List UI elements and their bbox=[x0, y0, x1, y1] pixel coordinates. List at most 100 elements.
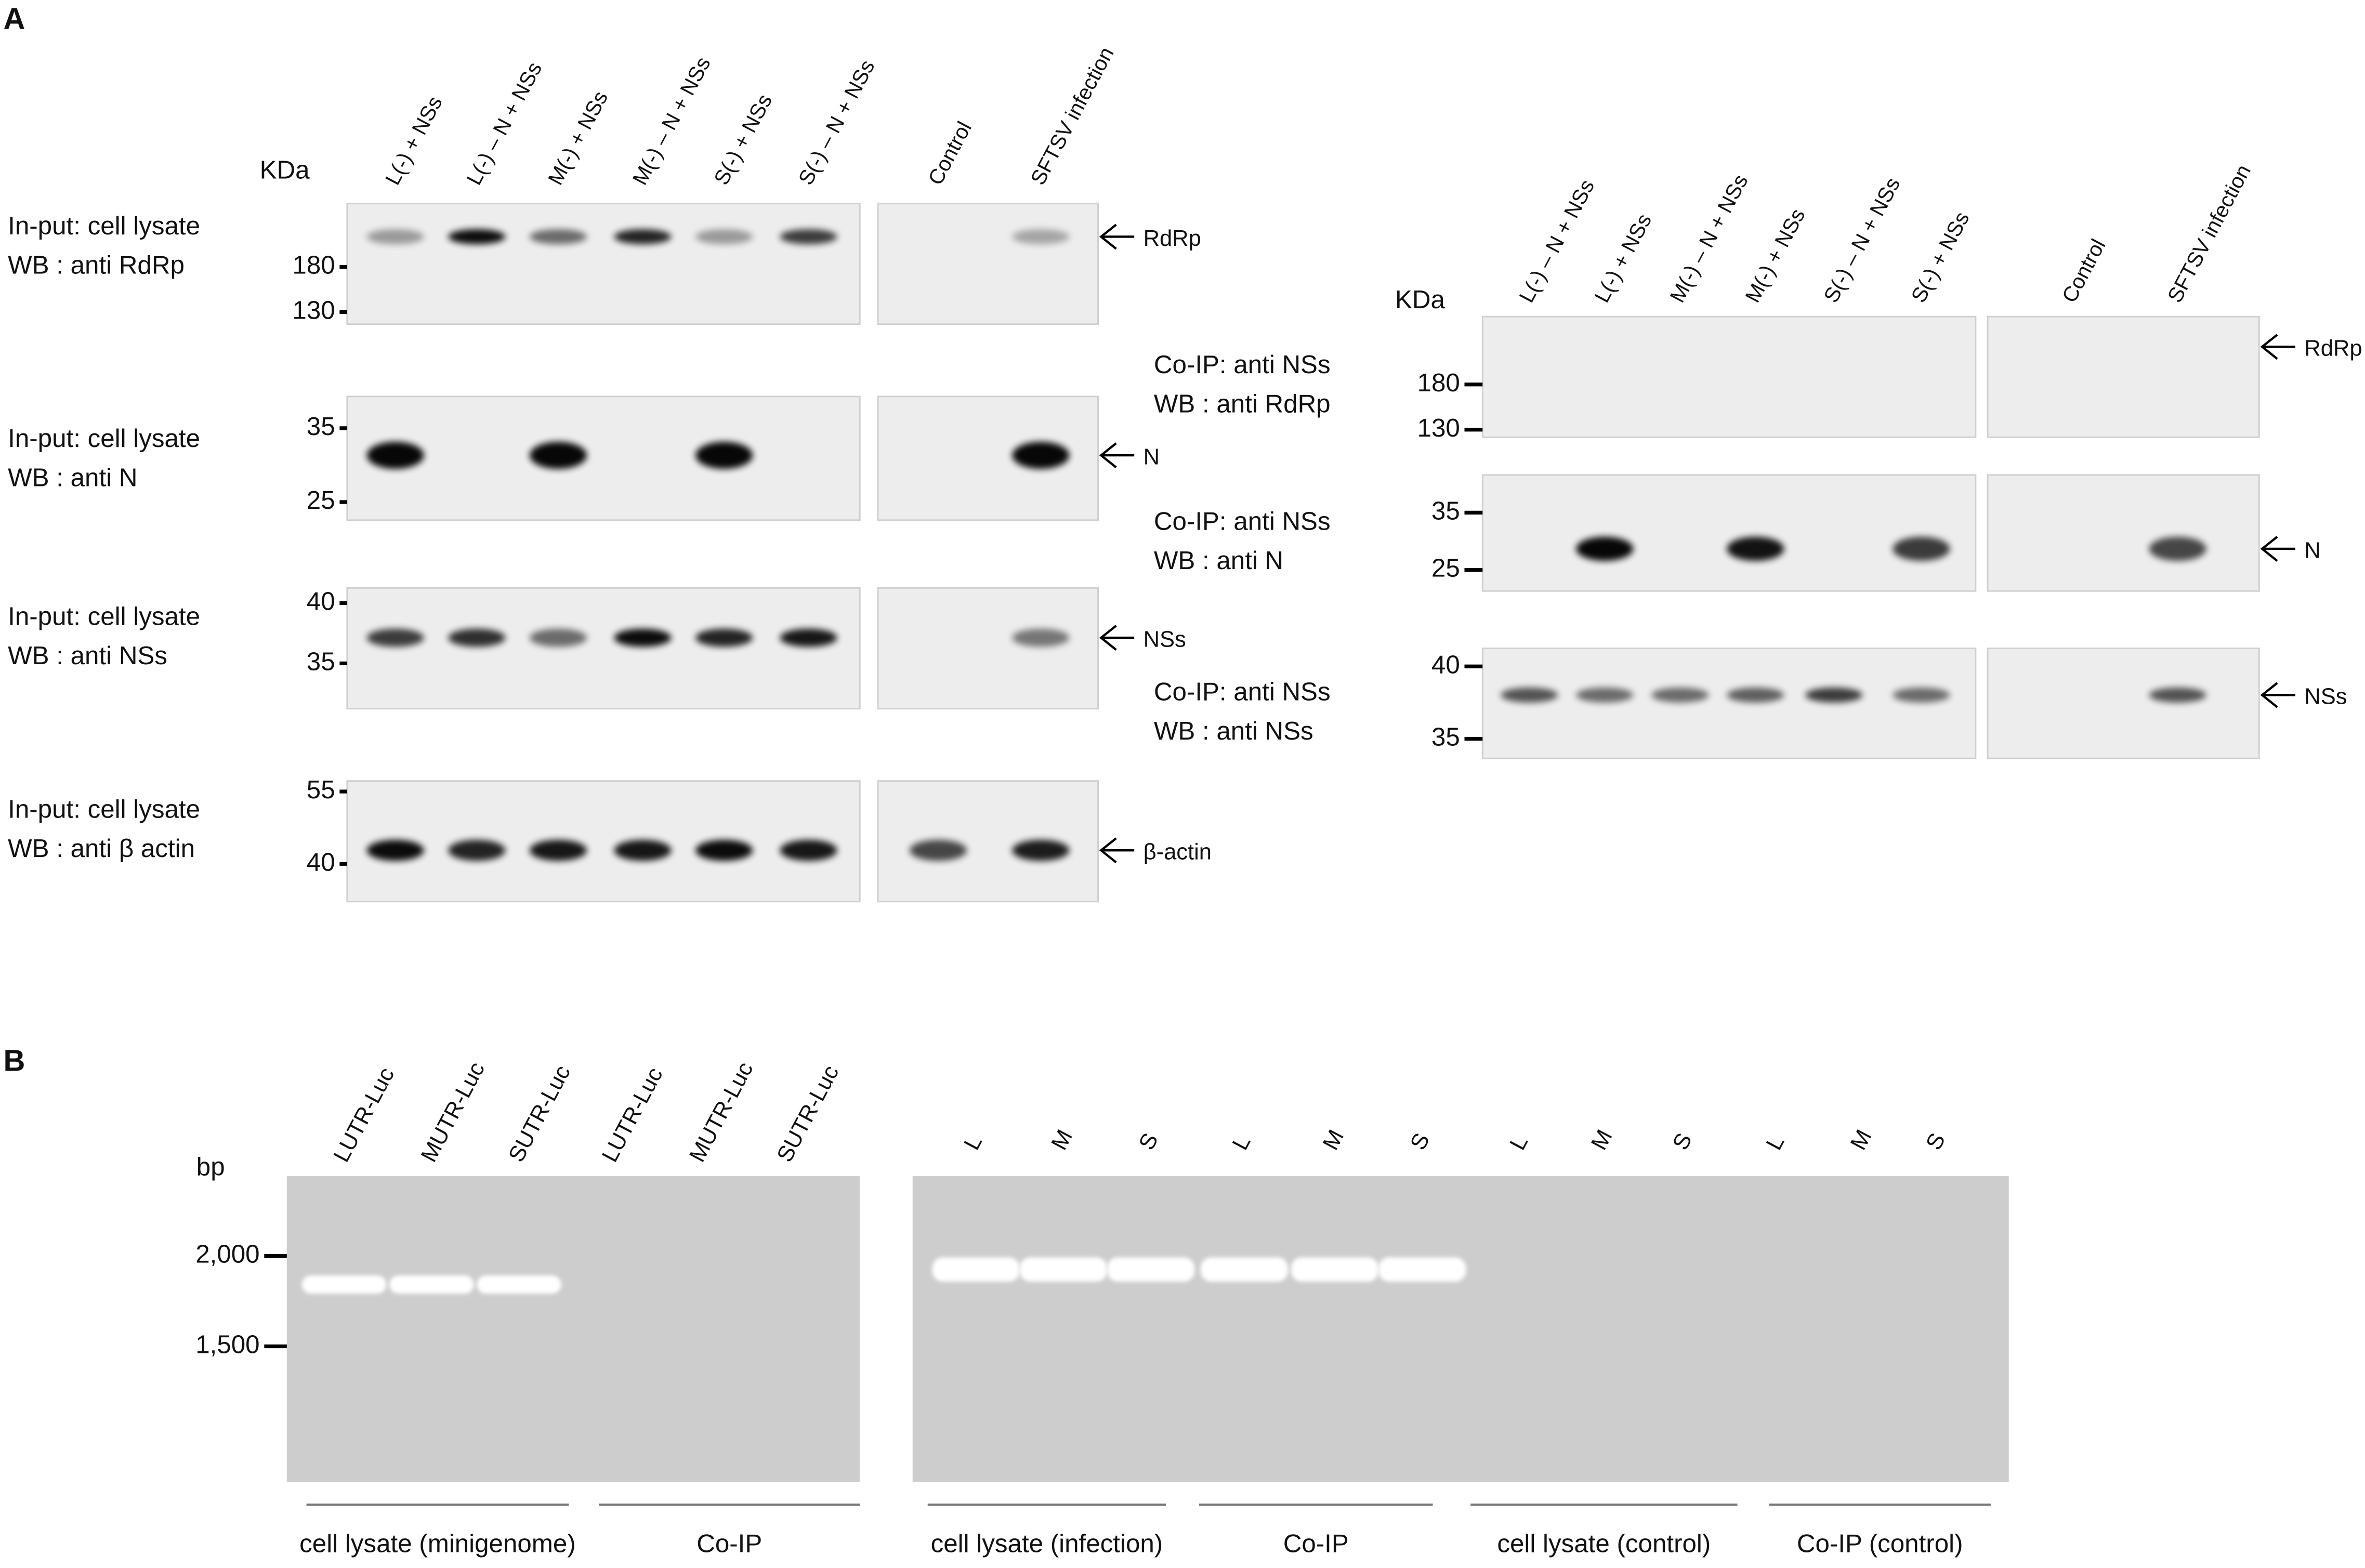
band bbox=[1651, 687, 1709, 703]
unit-label: KDa bbox=[260, 156, 310, 185]
blot-condition: In-put: cell lysate bbox=[8, 212, 200, 240]
target-label: N bbox=[1144, 444, 1160, 469]
band bbox=[614, 839, 672, 861]
band bbox=[614, 229, 672, 244]
blot-condition: Co-IP: anti NSs bbox=[1154, 677, 1331, 706]
blot-antibody: WB : anti β actin bbox=[8, 834, 195, 863]
band bbox=[909, 839, 967, 861]
lane-label: LUTR-Luc bbox=[597, 1063, 667, 1166]
group-label: cell lysate (control) bbox=[1497, 1530, 1711, 1558]
blot-membrane bbox=[877, 587, 1099, 709]
arrow bbox=[2260, 536, 2295, 562]
dna-band bbox=[1019, 1257, 1107, 1282]
band bbox=[448, 229, 506, 244]
blot-membrane bbox=[1987, 474, 2260, 592]
lane-label: M(-) – N + NSs bbox=[1665, 170, 1752, 307]
group-label: Co-IP (control) bbox=[1797, 1530, 1963, 1558]
lane-label: L(-) – N + NSs bbox=[462, 58, 546, 189]
band bbox=[1501, 687, 1558, 703]
size-marker: 180 bbox=[292, 251, 335, 280]
band bbox=[1727, 687, 1784, 703]
size-marker: 40 bbox=[1431, 650, 1460, 679]
lane-label: S bbox=[1134, 1129, 1163, 1154]
band bbox=[529, 441, 587, 469]
arrow bbox=[1099, 442, 1135, 468]
blot-antibody: WB : anti NSs bbox=[1154, 717, 1313, 745]
lane-label: M bbox=[1846, 1126, 1876, 1154]
band bbox=[1893, 536, 1950, 561]
arrow bbox=[2260, 682, 2295, 708]
blot-membrane bbox=[346, 396, 861, 521]
lane-label: S bbox=[1668, 1129, 1697, 1154]
size-marker: 35 bbox=[1431, 496, 1460, 525]
dna-band bbox=[932, 1257, 1020, 1282]
lane-label: S(-) – N + NSs bbox=[1819, 174, 1904, 307]
blot-antibody: WB : anti N bbox=[1154, 546, 1283, 575]
lane-label: M bbox=[1047, 1126, 1078, 1154]
band bbox=[1012, 441, 1070, 469]
size-marker: 35 bbox=[307, 647, 335, 676]
band bbox=[2149, 536, 2206, 561]
band bbox=[695, 229, 753, 244]
blot-membrane bbox=[346, 587, 861, 709]
unit-label: bp bbox=[196, 1152, 225, 1181]
gel bbox=[286, 1176, 860, 1482]
band bbox=[2149, 687, 2206, 703]
lane-label: SFTSV infection bbox=[2163, 161, 2255, 307]
band bbox=[366, 229, 424, 244]
lane-label: M(-) + NSs bbox=[1740, 205, 1809, 307]
lane-label: L bbox=[1228, 1131, 1256, 1154]
size-marker: 130 bbox=[292, 296, 335, 325]
arrow bbox=[1099, 837, 1135, 864]
size-marker: 40 bbox=[307, 587, 335, 615]
lane-label: Control bbox=[923, 117, 976, 189]
band bbox=[448, 839, 506, 861]
lane-label: MUTR-Luc bbox=[416, 1058, 490, 1166]
lane-label: SUTR-Luc bbox=[772, 1061, 844, 1166]
band bbox=[1805, 687, 1863, 703]
blot-antibody: WB : anti RdRp bbox=[1154, 389, 1331, 418]
lane-label: M(-) – N + NSs bbox=[627, 53, 715, 189]
band bbox=[1893, 687, 1950, 703]
band bbox=[695, 628, 753, 647]
size-marker: 55 bbox=[307, 775, 335, 804]
size-marker: 25 bbox=[307, 486, 335, 515]
band bbox=[529, 628, 587, 647]
arrow bbox=[2260, 334, 2295, 360]
lane-label: M bbox=[1586, 1126, 1617, 1154]
blot-condition: Co-IP: anti NSs bbox=[1154, 350, 1331, 379]
target-label: β-actin bbox=[1144, 839, 1212, 864]
band bbox=[1727, 536, 1784, 561]
blot-membrane bbox=[1987, 315, 2260, 438]
blot-membrane bbox=[877, 780, 1099, 903]
band bbox=[695, 839, 753, 861]
size-marker: 25 bbox=[1431, 554, 1460, 583]
size-marker: 2,000 bbox=[195, 1240, 259, 1269]
blot-antibody: WB : anti N bbox=[8, 464, 137, 492]
group-label: Co-IP bbox=[1283, 1530, 1349, 1558]
band bbox=[448, 628, 506, 647]
target-label: RdRp bbox=[2304, 336, 2362, 361]
blot-membrane bbox=[1481, 647, 1977, 759]
size-marker: 35 bbox=[1431, 723, 1460, 752]
band bbox=[1012, 229, 1070, 244]
arrow bbox=[1099, 625, 1135, 651]
gel bbox=[912, 1176, 2009, 1482]
lane-label: LUTR-Luc bbox=[329, 1063, 399, 1166]
band bbox=[1576, 687, 1634, 703]
blot-condition: In-put: cell lysate bbox=[8, 795, 200, 824]
blot-membrane bbox=[346, 203, 861, 325]
group-label: cell lysate (minigenome) bbox=[299, 1530, 576, 1558]
lane-label: S(-) + NSs bbox=[709, 90, 777, 189]
band bbox=[366, 628, 424, 647]
size-marker: 35 bbox=[307, 412, 335, 441]
lane-label: M bbox=[1318, 1126, 1349, 1154]
lane-label: M(-) + NSs bbox=[543, 87, 612, 189]
lane-label: S bbox=[1405, 1129, 1435, 1154]
lane-label: S(-) + NSs bbox=[1906, 208, 1974, 307]
band bbox=[780, 628, 837, 647]
band bbox=[366, 839, 424, 861]
lane-label: Control bbox=[2057, 235, 2110, 306]
lane-label: MUTR-Luc bbox=[685, 1058, 758, 1166]
